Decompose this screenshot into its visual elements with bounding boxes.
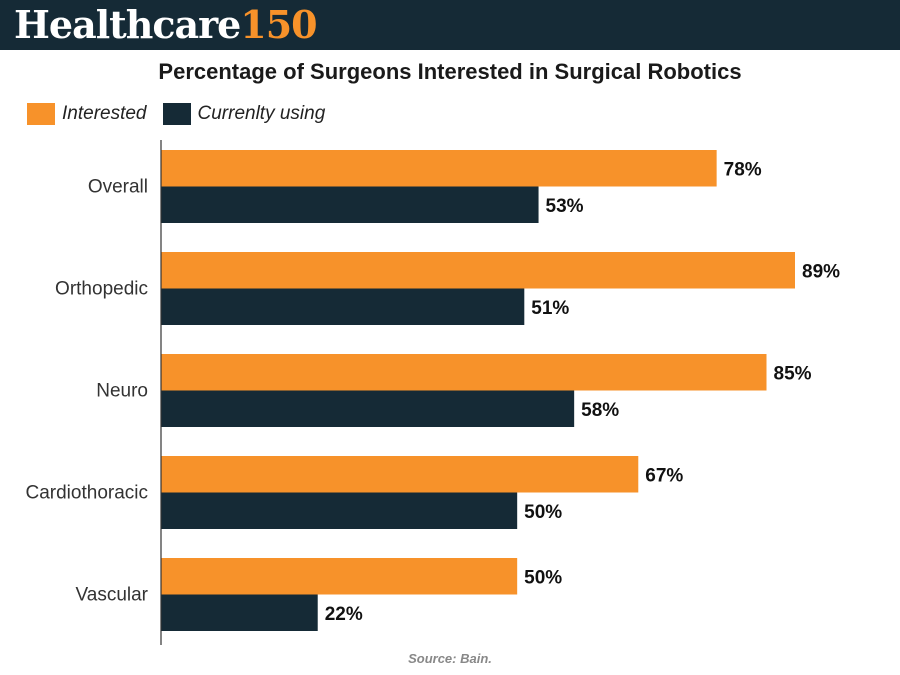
bar-using-orthopedic — [161, 288, 525, 325]
legend-label-interested: Interested — [62, 103, 147, 124]
data-label-interested-vascular: 50% — [524, 567, 562, 588]
bar-using-neuro — [161, 390, 575, 427]
bar-using-cardiothoracic — [161, 492, 518, 529]
category-label-cardiothoracic: Cardiothoracic — [26, 483, 149, 504]
category-label-neuro: Neuro — [96, 381, 148, 402]
data-label-interested-orthopedic: 89% — [802, 261, 840, 282]
source-note: Source: Bain. — [408, 651, 492, 666]
data-label-using-orthopedic: 51% — [531, 298, 569, 319]
bar-interested-neuro — [161, 354, 767, 391]
bar-using-overall — [161, 186, 539, 223]
legend-swatch-interested — [27, 103, 55, 125]
chart-legend: Interested Currenlty using — [27, 101, 341, 127]
legend-item-interested: Interested — [27, 103, 147, 125]
data-label-using-neuro: 58% — [581, 400, 619, 421]
bar-interested-cardiothoracic — [161, 456, 639, 493]
category-label-overall: Overall — [88, 177, 148, 198]
data-label-interested-neuro: 85% — [774, 363, 812, 384]
logo-number: 150 — [240, 2, 317, 47]
legend-swatch-using — [162, 103, 191, 125]
legend-item-using: Currenlty using — [162, 103, 326, 125]
header-banner: Healthcare150 — [0, 0, 900, 50]
data-label-using-overall: 53% — [546, 196, 584, 217]
data-label-interested-cardiothoracic: 67% — [645, 465, 683, 486]
bar-interested-orthopedic — [161, 252, 795, 289]
bar-using-vascular — [161, 594, 318, 631]
category-label-orthopedic: Orthopedic — [55, 279, 148, 300]
category-label-vascular: Vascular — [75, 585, 148, 606]
bar-interested-vascular — [161, 558, 518, 595]
brand-logo: Healthcare150 — [14, 2, 318, 48]
data-label-interested-overall: 78% — [724, 159, 762, 180]
bar-interested-overall — [161, 150, 717, 187]
data-label-using-vascular: 22% — [325, 604, 363, 625]
data-label-using-cardiothoracic: 50% — [524, 502, 562, 523]
legend-label-using: Currenlty using — [197, 103, 326, 124]
logo-text: Healthcare — [14, 2, 241, 47]
chart-title: Percentage of Surgeons Interested in Sur… — [158, 59, 742, 84]
